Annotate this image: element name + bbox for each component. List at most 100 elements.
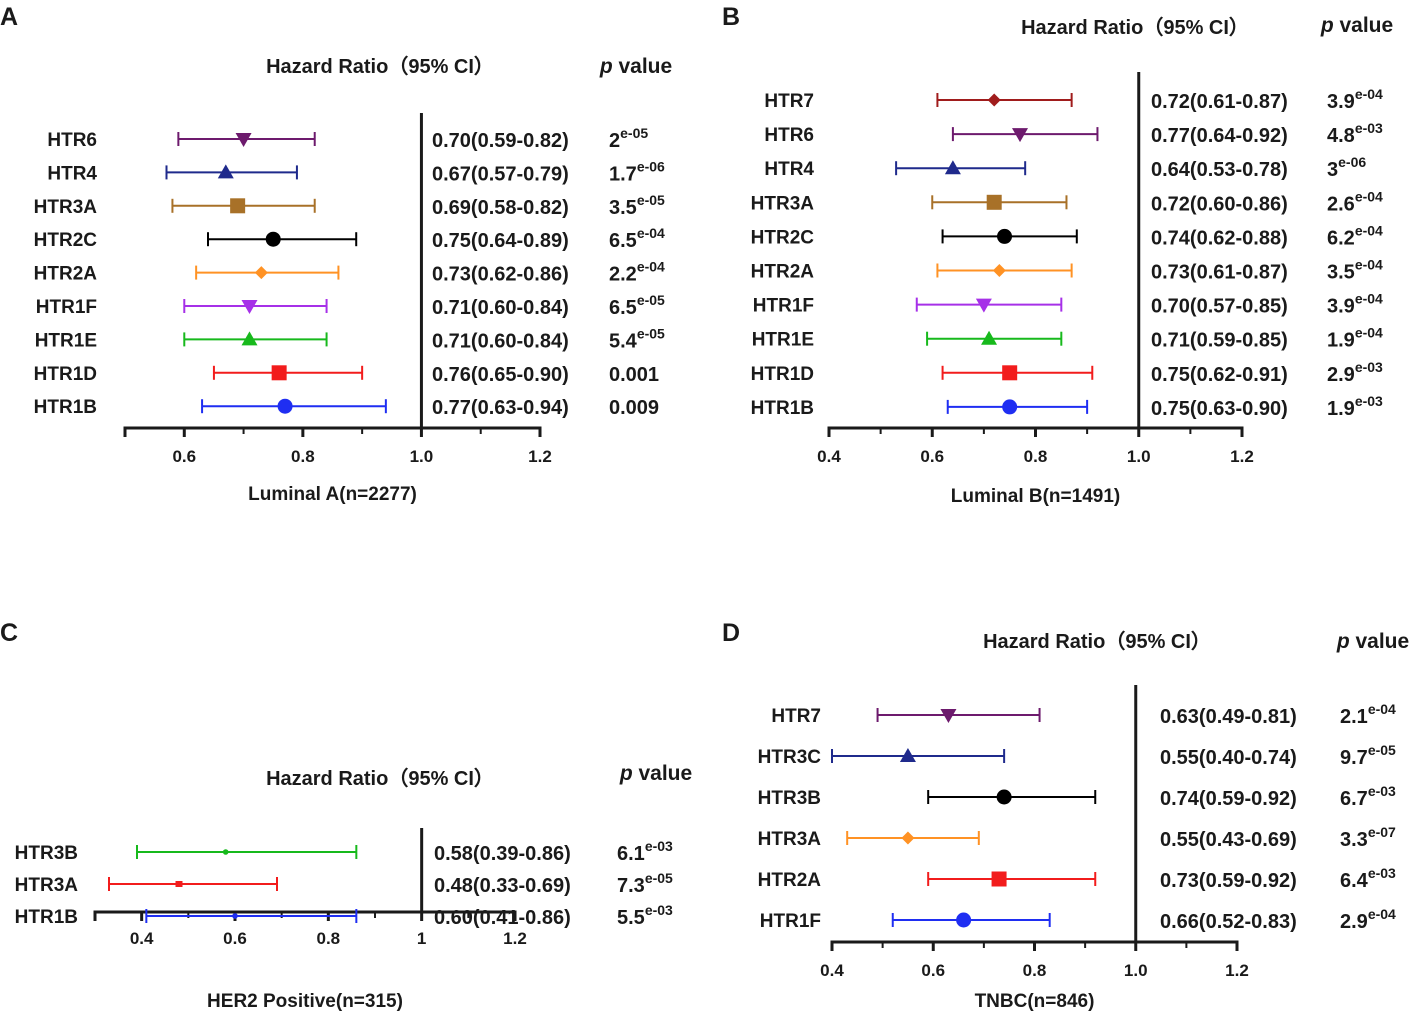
p-value: 1.7e-06 xyxy=(609,158,665,185)
hazard-ratio-value: 0.72(0.60-0.86) xyxy=(1151,193,1288,215)
marker-triangle-up xyxy=(241,331,258,346)
x-tick-label: 1.0 xyxy=(1124,961,1148,980)
gene-label: HTR6 xyxy=(47,130,97,151)
forest-row: HTR1B 0.77(0.63-0.94) 0.009 xyxy=(34,397,659,419)
marker-diamond xyxy=(987,93,1001,107)
p-value: 9.7e-05 xyxy=(1340,742,1396,769)
forest-row: HTR3A 0.55(0.43-0.69) 3.3e-07 xyxy=(758,824,1396,851)
marker-triangle-up xyxy=(981,330,998,345)
hazard-ratio-value: 0.60(0.41-0.86) xyxy=(434,907,571,929)
p-value: 0.009 xyxy=(609,397,659,419)
marker-square xyxy=(1002,365,1018,381)
marker-square xyxy=(991,871,1007,887)
x-tick-label: 0.6 xyxy=(920,447,944,466)
forest-row: HTR3B 0.74(0.59-0.92) 6.7e-03 xyxy=(758,783,1396,810)
p-value: 3.5e-05 xyxy=(609,192,665,219)
p-value: 2.2e-04 xyxy=(609,259,665,286)
forest-row: HTR1E 0.71(0.59-0.85) 1.9e-04 xyxy=(752,325,1383,352)
p-value: 5.5e-03 xyxy=(617,902,673,929)
x-axis-label: TNBC(n=846) xyxy=(975,991,1095,1012)
gene-label: HTR1B xyxy=(15,907,78,928)
p-value: 1.9e-04 xyxy=(1327,325,1383,352)
p-value-header: p value xyxy=(1320,14,1393,37)
p-value: 3.9e-04 xyxy=(1327,86,1383,113)
forest-row: HTR3A 0.72(0.60-0.86) 2.6e-04 xyxy=(751,188,1383,215)
hazard-ratio-value: 0.75(0.63-0.90) xyxy=(1151,398,1288,420)
hazard-ratio-header: Hazard Ratio（95% CI） xyxy=(266,55,494,78)
hazard-ratio-value: 0.74(0.59-0.92) xyxy=(1160,788,1297,810)
forest-row: HTR6 0.70(0.59-0.82) 2e-05 xyxy=(47,125,648,152)
gene-label: HTR1E xyxy=(752,330,814,351)
hazard-ratio-value: 0.75(0.64-0.89) xyxy=(432,230,569,252)
p-value: 2e-05 xyxy=(609,125,648,152)
forest-row: HTR2C 0.75(0.64-0.89) 6.5e-04 xyxy=(34,225,665,252)
gene-label: HTR3A xyxy=(751,193,815,214)
x-tick-label: 0.8 xyxy=(291,447,315,466)
forest-row: HTR7 0.63(0.49-0.81) 2.1e-04 xyxy=(771,701,1396,728)
hazard-ratio-value: 0.72(0.61-0.87) xyxy=(1151,91,1288,113)
p-value: 6.1e-03 xyxy=(617,838,673,865)
marker-triangle-down xyxy=(940,709,957,723)
gene-label: HTR1B xyxy=(751,398,814,419)
gene-label: HTR3B xyxy=(758,788,821,809)
x-tick-label: 0.4 xyxy=(820,961,844,980)
marker-square xyxy=(230,198,246,214)
gene-label: HTR4 xyxy=(764,159,814,180)
marker-circle xyxy=(997,228,1013,244)
x-tick-label: 0.6 xyxy=(223,929,247,948)
p-value: 5.4e-05 xyxy=(609,325,665,352)
gene-label: HTR1D xyxy=(751,364,814,385)
forest-row: HTR4 0.64(0.53-0.78) 3e-06 xyxy=(764,154,1366,181)
hazard-ratio-value: 0.48(0.33-0.69) xyxy=(434,875,571,897)
gene-label: HTR2C xyxy=(34,230,98,251)
x-tick-label: 0.6 xyxy=(921,961,945,980)
x-tick-label: 1 xyxy=(417,929,426,948)
forest-row: HTR4 0.67(0.57-0.79) 1.7e-06 xyxy=(47,158,665,185)
gene-label: HTR3A xyxy=(15,875,79,896)
hazard-ratio-value: 0.66(0.52-0.83) xyxy=(1160,911,1297,933)
forest-row: HTR3A 0.48(0.33-0.69) 7.3e-05 xyxy=(15,870,673,897)
hazard-ratio-value: 0.69(0.58-0.82) xyxy=(432,197,569,219)
gene-label: HTR1F xyxy=(753,296,814,317)
gene-label: HTR3A xyxy=(34,197,98,218)
p-value: 3e-06 xyxy=(1327,154,1366,181)
x-tick-label: 0.4 xyxy=(817,447,841,466)
hazard-ratio-value: 0.64(0.53-0.78) xyxy=(1151,159,1288,181)
hazard-ratio-value: 0.55(0.40-0.74) xyxy=(1160,747,1297,769)
forest-row: HTR1B 0.75(0.63-0.90) 1.9e-03 xyxy=(751,393,1383,420)
forest-row: HTR2A 0.73(0.62-0.86) 2.2e-04 xyxy=(34,259,665,286)
p-value: 1.9e-03 xyxy=(1327,393,1383,420)
gene-label: HTR1E xyxy=(35,330,97,351)
marker-triangle-up xyxy=(217,164,234,179)
forest-row: HTR2C 0.74(0.62-0.88) 6.2e-04 xyxy=(751,222,1383,249)
hazard-ratio-value: 0.70(0.59-0.82) xyxy=(432,130,569,152)
x-tick-label: 1.2 xyxy=(1225,961,1249,980)
x-tick-label: 1.2 xyxy=(528,447,552,466)
x-axis-label: HER2 Positive(n=315) xyxy=(207,991,403,1012)
marker-diamond xyxy=(992,264,1006,277)
p-value-header: p value xyxy=(619,762,692,785)
gene-label: HTR6 xyxy=(764,125,814,146)
forest-row: HTR2A 0.73(0.61-0.87) 3.5e-04 xyxy=(751,257,1383,284)
gene-label: HTR1B xyxy=(34,397,97,418)
hazard-ratio-value: 0.70(0.57-0.85) xyxy=(1151,296,1288,318)
marker-circle xyxy=(1002,399,1018,415)
gene-label: HTR2A xyxy=(34,264,98,285)
p-value: 6.2e-04 xyxy=(1327,222,1383,249)
hazard-ratio-value: 0.71(0.59-0.85) xyxy=(1151,330,1288,352)
x-axis-label: Luminal A(n=2277) xyxy=(248,484,417,505)
marker-triangle-down xyxy=(241,300,258,314)
gene-label: HTR1F xyxy=(760,911,821,932)
marker-diamond xyxy=(901,831,915,845)
forest-row: HTR1F 0.66(0.52-0.83) 2.9e-04 xyxy=(760,906,1396,933)
x-tick-label: 0.8 xyxy=(1023,961,1047,980)
forest-row: HTR1D 0.75(0.62-0.91) 2.9e-03 xyxy=(751,359,1383,386)
forest-row: HTR3C 0.55(0.40-0.74) 9.7e-05 xyxy=(758,742,1396,769)
p-value: 6.5e-04 xyxy=(609,225,665,252)
marker-triangle-down xyxy=(235,133,252,147)
hazard-ratio-value: 0.71(0.60-0.84) xyxy=(432,297,569,319)
x-tick-label: 1.0 xyxy=(410,447,434,466)
panel-letter: C xyxy=(0,619,18,647)
